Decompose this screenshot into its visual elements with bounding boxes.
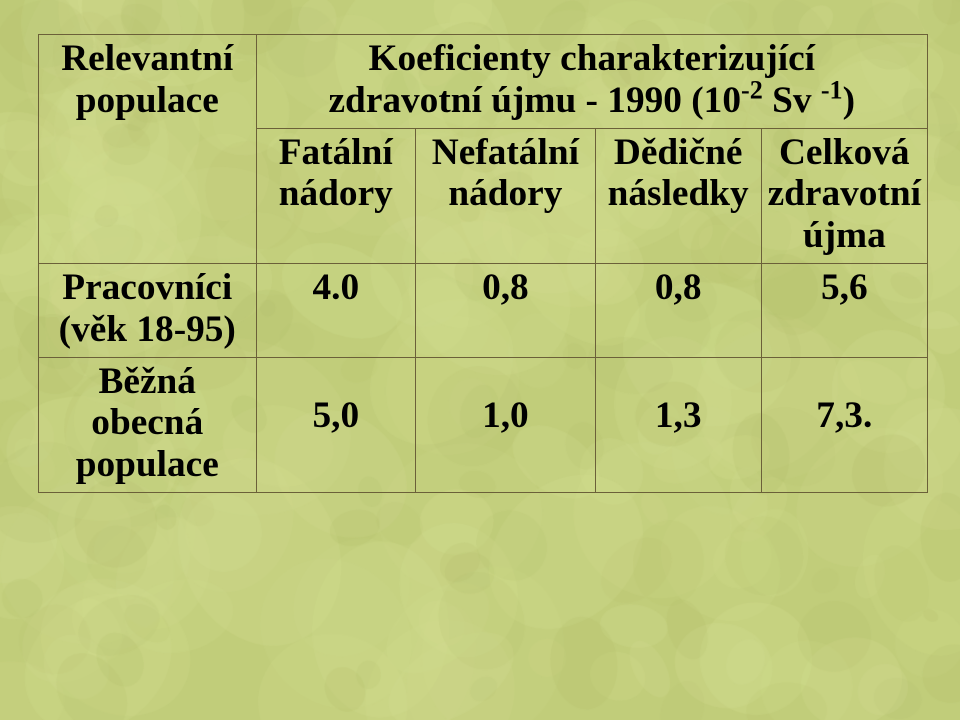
table-container: Relevantní populace Koeficienty charakte… — [0, 0, 960, 493]
row1-ded-val: 1,3 — [602, 361, 755, 437]
row0-celk: 5,6 — [761, 263, 927, 357]
header-fatal-l2: nádory — [263, 173, 410, 215]
header-population: Relevantní populace — [39, 35, 257, 264]
header-fatal: Fatální nádory — [256, 128, 416, 263]
header-hereditary-l1: Dědičné — [602, 132, 755, 174]
coefficients-table: Relevantní populace Koeficienty charakte… — [38, 34, 928, 493]
table-row: Pracovníci (věk 18-95) 4.0 0,8 0,8 5,6 — [39, 263, 928, 357]
row1-fat-val: 5,0 — [263, 361, 410, 437]
header-coeff-l2-prefix: zdravotní újmu - 1990 (10 — [329, 80, 742, 121]
header-total-l2: zdravotní — [768, 173, 921, 215]
header-total-l3: újma — [768, 215, 921, 257]
row0-ded-val: 0,8 — [655, 267, 702, 308]
header-population-l2: populace — [45, 80, 250, 122]
row0-ded: 0,8 — [595, 263, 761, 357]
header-hereditary-l2: následky — [602, 173, 755, 215]
header-fatal-l1: Fatální — [263, 132, 410, 174]
row1-ded: 1,3 — [595, 357, 761, 492]
row1-nefat: 1,0 — [416, 357, 596, 492]
header-nonfatal-l1: Nefatální — [422, 132, 589, 174]
header-coeff-l2: zdravotní újmu - 1990 (10-2 Sv -1) — [263, 80, 921, 122]
row1-fat: 5,0 — [256, 357, 416, 492]
header-coefficients: Koeficienty charakterizující zdravotní ú… — [256, 35, 927, 129]
header-nonfatal-l2: nádory — [422, 173, 589, 215]
row0-fat-val: 4.0 — [312, 267, 359, 308]
header-hereditary: Dědičné následky — [595, 128, 761, 263]
row0-nefat: 0,8 — [416, 263, 596, 357]
table-row: Relevantní populace Koeficienty charakte… — [39, 35, 928, 129]
header-coeff-l1: Koeficienty charakterizující — [263, 38, 921, 80]
row1-celk: 7,3. — [761, 357, 927, 492]
row1-nefat-val: 1,0 — [422, 361, 589, 437]
header-total-l1: Celková — [768, 132, 921, 174]
row1-celk-val: 7,3. — [768, 361, 921, 437]
row0-label: Pracovníci (věk 18-95) — [39, 263, 257, 357]
row1-label-l2: populace — [45, 444, 250, 486]
header-coeff-l2-sup1: -2 — [741, 75, 763, 104]
header-total: Celková zdravotní újma — [761, 128, 927, 263]
row0-label-l1: Pracovníci — [45, 267, 250, 309]
row1-label-l1: Běžná obecná — [45, 361, 250, 445]
row0-nefat-val: 0,8 — [482, 267, 529, 308]
row0-label-l2: (věk 18-95) — [45, 309, 250, 351]
table-row: Běžná obecná populace 5,0 1,0 1,3 7,3. — [39, 357, 928, 492]
row0-celk-val: 5,6 — [821, 267, 868, 308]
header-population-l1: Relevantní — [45, 38, 250, 80]
header-coeff-l2-sup2: -1 — [821, 75, 843, 104]
row1-label: Běžná obecná populace — [39, 357, 257, 492]
header-nonfatal: Nefatální nádory — [416, 128, 596, 263]
row0-fat: 4.0 — [256, 263, 416, 357]
header-coeff-l2-suffix: ) — [843, 80, 855, 121]
header-coeff-l2-mid: Sv — [763, 80, 821, 121]
